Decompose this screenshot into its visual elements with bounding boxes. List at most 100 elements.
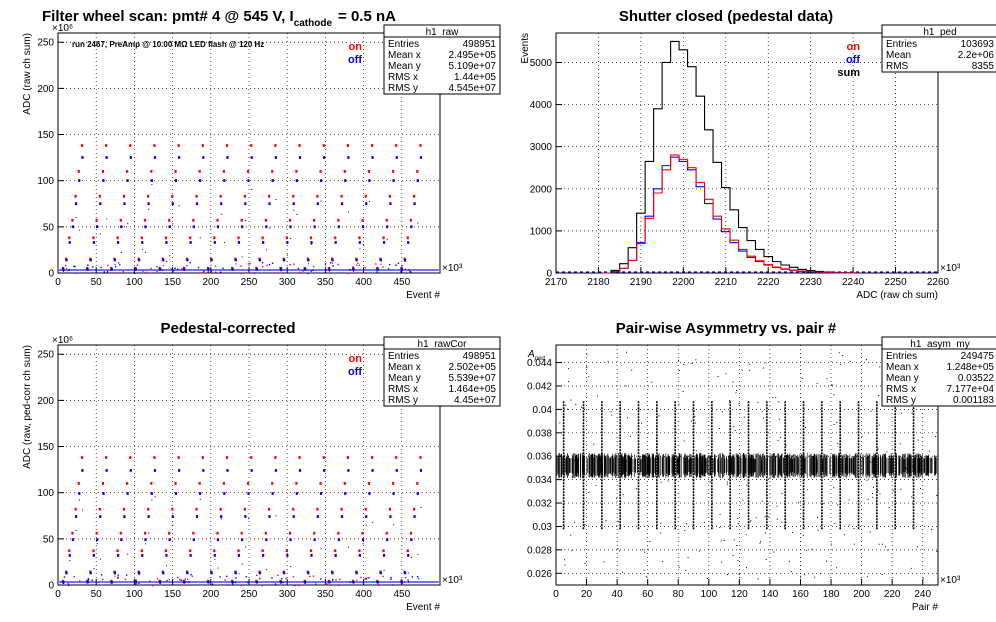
- point-on: [250, 456, 253, 459]
- point-outlier: [574, 521, 576, 523]
- point-off: [382, 241, 386, 244]
- point-outlier: [786, 455, 788, 457]
- point-sum: [359, 248, 361, 250]
- x-exponent: ×10³: [442, 575, 463, 586]
- y-tick-label: 50: [43, 222, 55, 233]
- point-outlier: [746, 484, 748, 486]
- point-off: [202, 156, 205, 159]
- point-low: [261, 262, 264, 264]
- y-tick-label: 0.038: [527, 428, 552, 439]
- point-off: [258, 258, 262, 262]
- point-outlier: [651, 381, 653, 383]
- x-tick-label: 150: [164, 589, 181, 600]
- point-on: [388, 507, 392, 511]
- stats-value: 2.502e+05: [448, 362, 496, 373]
- point-sum: [335, 555, 337, 557]
- point-outlier: [644, 551, 646, 553]
- point-on: [77, 169, 80, 173]
- point-sum: [99, 233, 101, 235]
- point-low: [199, 272, 201, 274]
- point-sum: [304, 582, 306, 584]
- point-outlier: [730, 412, 732, 414]
- point-outlier: [757, 401, 759, 403]
- point-off: [403, 571, 407, 575]
- point-off: [361, 225, 365, 229]
- point-outlier: [825, 560, 827, 562]
- point-on: [322, 456, 325, 459]
- y-tick-label: 0.028: [527, 545, 552, 556]
- point-outlier: [690, 420, 692, 422]
- point-sum: [347, 546, 349, 548]
- point-outlier: [833, 394, 835, 396]
- point-off: [334, 241, 337, 244]
- point-off: [113, 571, 117, 575]
- point-on: [95, 531, 98, 535]
- point-sum: [417, 222, 419, 224]
- point-on: [201, 144, 204, 147]
- point-low: [332, 265, 334, 267]
- point-on: [334, 549, 337, 553]
- point-low: [210, 270, 212, 273]
- point-off: [241, 538, 244, 542]
- point-off: [392, 492, 395, 495]
- point-off: [116, 553, 120, 557]
- point-on: [340, 194, 343, 198]
- y-tick-label: 4000: [530, 100, 553, 111]
- point-sum: [347, 211, 349, 213]
- point-on: [271, 169, 274, 173]
- point-off: [268, 202, 271, 206]
- stats-label: RMS x: [388, 384, 418, 395]
- point-outlier: [767, 516, 769, 518]
- point-on: [95, 218, 98, 222]
- point-outlier: [595, 484, 597, 486]
- point-outlier: [743, 416, 745, 418]
- point-off: [258, 571, 262, 575]
- x-tick-label: 450: [393, 277, 410, 288]
- point-low: [271, 577, 273, 579]
- y-tick-label: 0: [546, 269, 552, 280]
- point-off: [153, 469, 157, 472]
- point-on: [298, 144, 301, 147]
- x-exponent: ×10³: [940, 263, 961, 274]
- x-tick-label: 2210: [715, 277, 738, 288]
- point-outlier: [627, 417, 629, 419]
- point-on: [392, 481, 395, 485]
- point-outlier: [887, 549, 889, 551]
- point-low: [138, 582, 140, 584]
- point-low: [91, 579, 93, 581]
- point-on: [219, 194, 222, 198]
- point-outlier: [695, 450, 697, 452]
- point-outlier: [568, 381, 570, 383]
- x-tick-label: 300: [279, 589, 296, 600]
- point-off: [271, 179, 274, 182]
- point-outlier: [888, 507, 890, 509]
- point-sum: [417, 553, 419, 555]
- stats-label: RMS x: [388, 72, 418, 83]
- point-outlier: [877, 448, 879, 450]
- point-low: [368, 577, 370, 579]
- point-outlier: [826, 378, 828, 380]
- point-on: [388, 194, 392, 198]
- point-off: [168, 538, 171, 542]
- point-outlier: [649, 541, 651, 543]
- point-sum: [199, 237, 201, 239]
- point-on: [147, 194, 150, 198]
- point-on: [174, 481, 177, 485]
- point-sum: [82, 509, 84, 511]
- point-outlier: [570, 534, 572, 536]
- point-off: [192, 225, 195, 229]
- point-outlier: [764, 516, 766, 518]
- point-outlier: [917, 439, 919, 441]
- point-outlier: [607, 360, 609, 362]
- point-on: [168, 218, 171, 222]
- point-sum: [393, 524, 395, 526]
- point-low: [332, 578, 334, 581]
- point-off: [340, 202, 344, 206]
- point-on: [198, 481, 201, 485]
- point-on: [171, 194, 174, 198]
- point-low: [388, 263, 391, 266]
- point-low: [360, 576, 362, 579]
- stats-label: Mean x: [886, 362, 919, 373]
- point-off: [234, 258, 237, 262]
- point-outlier: [910, 567, 912, 569]
